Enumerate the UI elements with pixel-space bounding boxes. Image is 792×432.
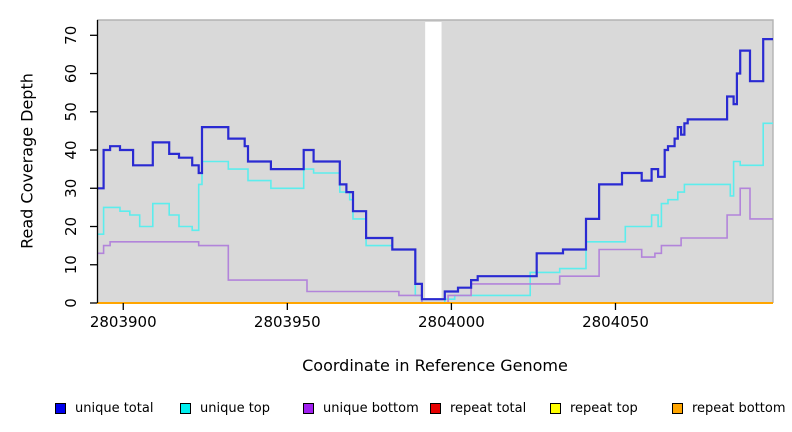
y-tick-label: 10	[62, 255, 80, 274]
y-tick-label: 40	[62, 140, 80, 159]
y-tick-label: 20	[62, 217, 80, 236]
series-line-unique-top	[97, 122, 773, 304]
series-line-unique-total	[97, 38, 773, 301]
y-axis-title: Read Coverage Depth	[17, 73, 37, 249]
x-tick-label: 2804000	[418, 313, 485, 331]
y-tick-label: 50	[62, 102, 80, 121]
y-tick-label: 0	[62, 298, 80, 308]
series-line-unique-bottom	[97, 187, 773, 304]
x-tick-label: 2803950	[254, 313, 321, 331]
x-tick-label: 2804050	[582, 313, 649, 331]
y-tick-label: 70	[62, 26, 80, 45]
y-tick-label: 30	[62, 179, 80, 198]
panel-border	[97, 19, 774, 303]
x-tick-label: 2803900	[90, 313, 157, 331]
y-tick-label: 60	[62, 64, 80, 83]
x-axis-title: Coordinate in Reference Genome	[302, 356, 568, 375]
no-data-gap	[425, 22, 442, 298]
